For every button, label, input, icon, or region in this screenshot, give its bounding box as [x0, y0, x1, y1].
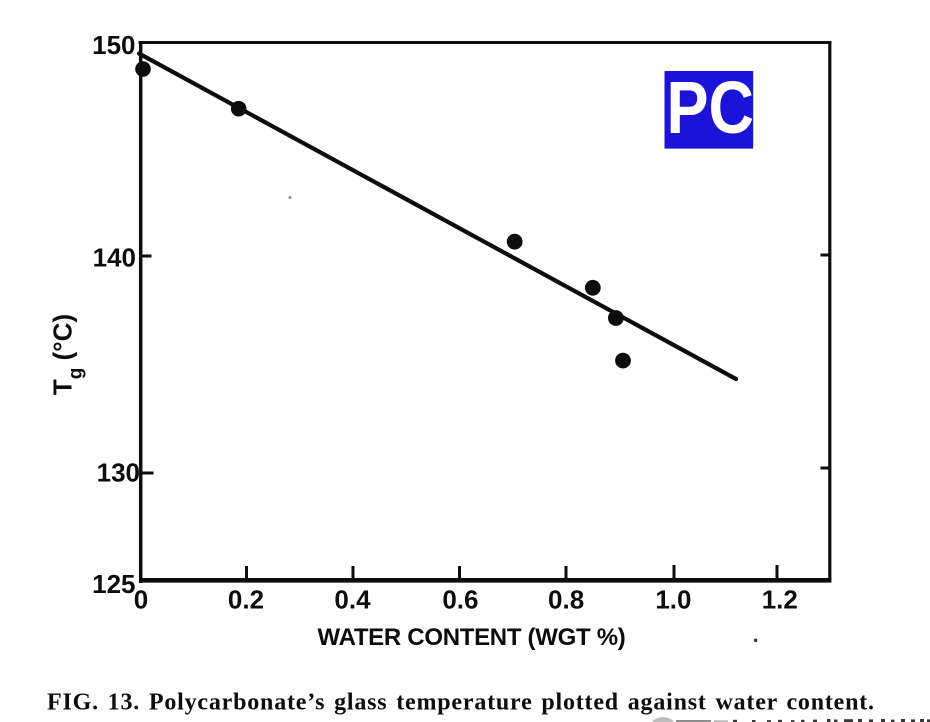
- svg-text:WATER CONTENT (WGT %): WATER CONTENT (WGT %): [318, 624, 626, 651]
- svg-text:0: 0: [134, 585, 148, 615]
- svg-text:1.2: 1.2: [762, 585, 798, 615]
- svg-text:130: 130: [97, 457, 140, 487]
- svg-text:140: 140: [93, 243, 136, 273]
- svg-text:125: 125: [92, 569, 135, 599]
- svg-text:0.6: 0.6: [442, 585, 478, 615]
- svg-text:0.4: 0.4: [334, 585, 371, 615]
- svg-text:FIG. 13. Polycarbonate’s glass: FIG. 13. Polycarbonate’s glass temperatu…: [47, 690, 875, 716]
- svg-text:150: 150: [92, 30, 135, 60]
- svg-text:PC: PC: [667, 66, 755, 149]
- svg-text:1.0: 1.0: [655, 585, 691, 615]
- svg-text:0.8: 0.8: [548, 585, 584, 615]
- svg-text:0.2: 0.2: [228, 585, 264, 615]
